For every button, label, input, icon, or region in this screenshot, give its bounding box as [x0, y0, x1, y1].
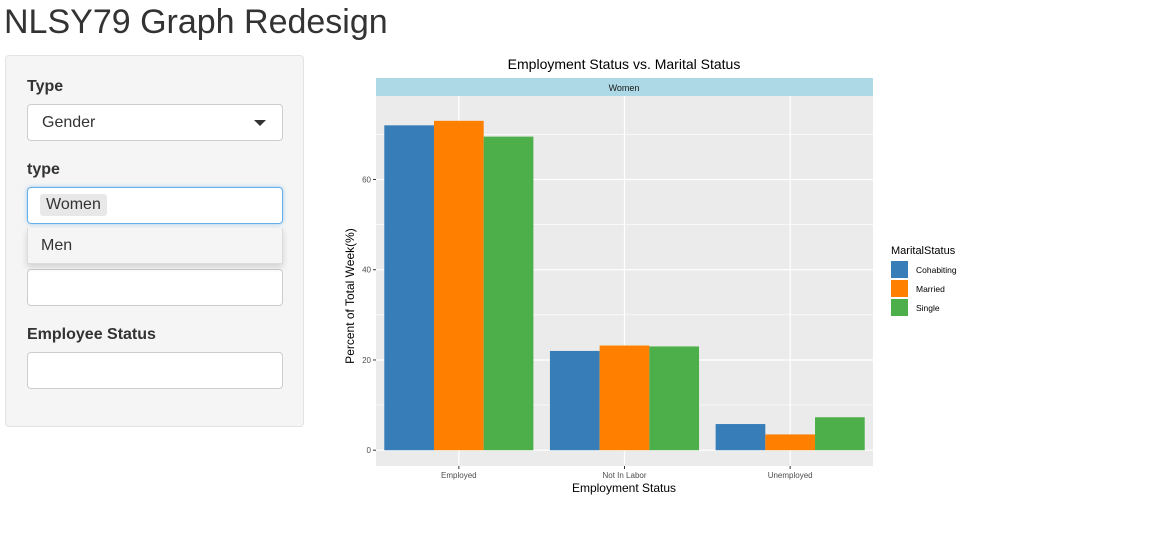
facet-label: Women	[609, 83, 640, 93]
bar-married-2	[599, 345, 650, 451]
legend-swatch-single	[891, 299, 908, 316]
bar-single-2	[649, 346, 700, 451]
type-select-value: Gender	[42, 114, 96, 131]
bar-cohabiting-1	[384, 125, 434, 451]
y-axis-label: Percent of Total Week(%)	[343, 228, 357, 364]
legend-swatch-married	[891, 280, 908, 297]
y-tick-label: 40	[362, 266, 371, 275]
plot-area: 0 20 40 60 Employed Not In Labor Unemployed	[362, 96, 873, 480]
bar-single-3	[815, 417, 865, 451]
subtype-select[interactable]: Women	[27, 187, 283, 224]
x-tick-label: Employed	[441, 471, 477, 480]
legend-label-single: Single	[916, 303, 940, 313]
chevron-down-icon	[254, 120, 266, 126]
legend-title: MaritalStatus	[891, 245, 956, 257]
chart-title: Employment Status vs. Marital Status	[508, 56, 741, 72]
subtype-label: type	[27, 161, 60, 178]
page-title: NLSY79 Graph Redesign	[4, 3, 388, 41]
y-tick-label: 60	[362, 175, 371, 184]
bar-cohabiting-3	[715, 424, 766, 451]
sidebar-panel: Type Gender type Women Employee Status M…	[5, 55, 304, 427]
type-select[interactable]: Gender	[27, 104, 283, 141]
y-tick-label: 20	[362, 356, 371, 365]
bar-married-1	[433, 120, 484, 451]
bar-single-1	[483, 136, 534, 451]
facet-strip	[376, 78, 873, 96]
y-tick-label: 0	[367, 446, 372, 455]
subtype-dropdown: Men	[27, 228, 283, 264]
legend-swatch-cohabiting	[891, 261, 908, 278]
bar-married-3	[765, 434, 816, 451]
x-tick-label: Unemployed	[768, 471, 813, 480]
x-tick-label: Not In Labor	[602, 471, 646, 480]
bar-cohabiting-2	[549, 350, 600, 451]
legend-label-married: Married	[916, 284, 945, 294]
type-label: Type	[27, 78, 64, 95]
dropdown-option-men[interactable]: Men	[41, 237, 73, 254]
bar-chart: Employment Status vs. Marital Status Wom…	[343, 56, 957, 495]
legend-label-cohabiting: Cohabiting	[916, 265, 957, 275]
selected-chip[interactable]: Women	[40, 194, 107, 216]
employee-status-label: Employee Status	[27, 326, 156, 343]
legend: MaritalStatus Cohabiting Married Single	[891, 245, 957, 316]
employee-status-input[interactable]	[27, 352, 283, 389]
x-axis-label: Employment Status	[572, 481, 676, 495]
hidden-input[interactable]	[27, 269, 283, 306]
